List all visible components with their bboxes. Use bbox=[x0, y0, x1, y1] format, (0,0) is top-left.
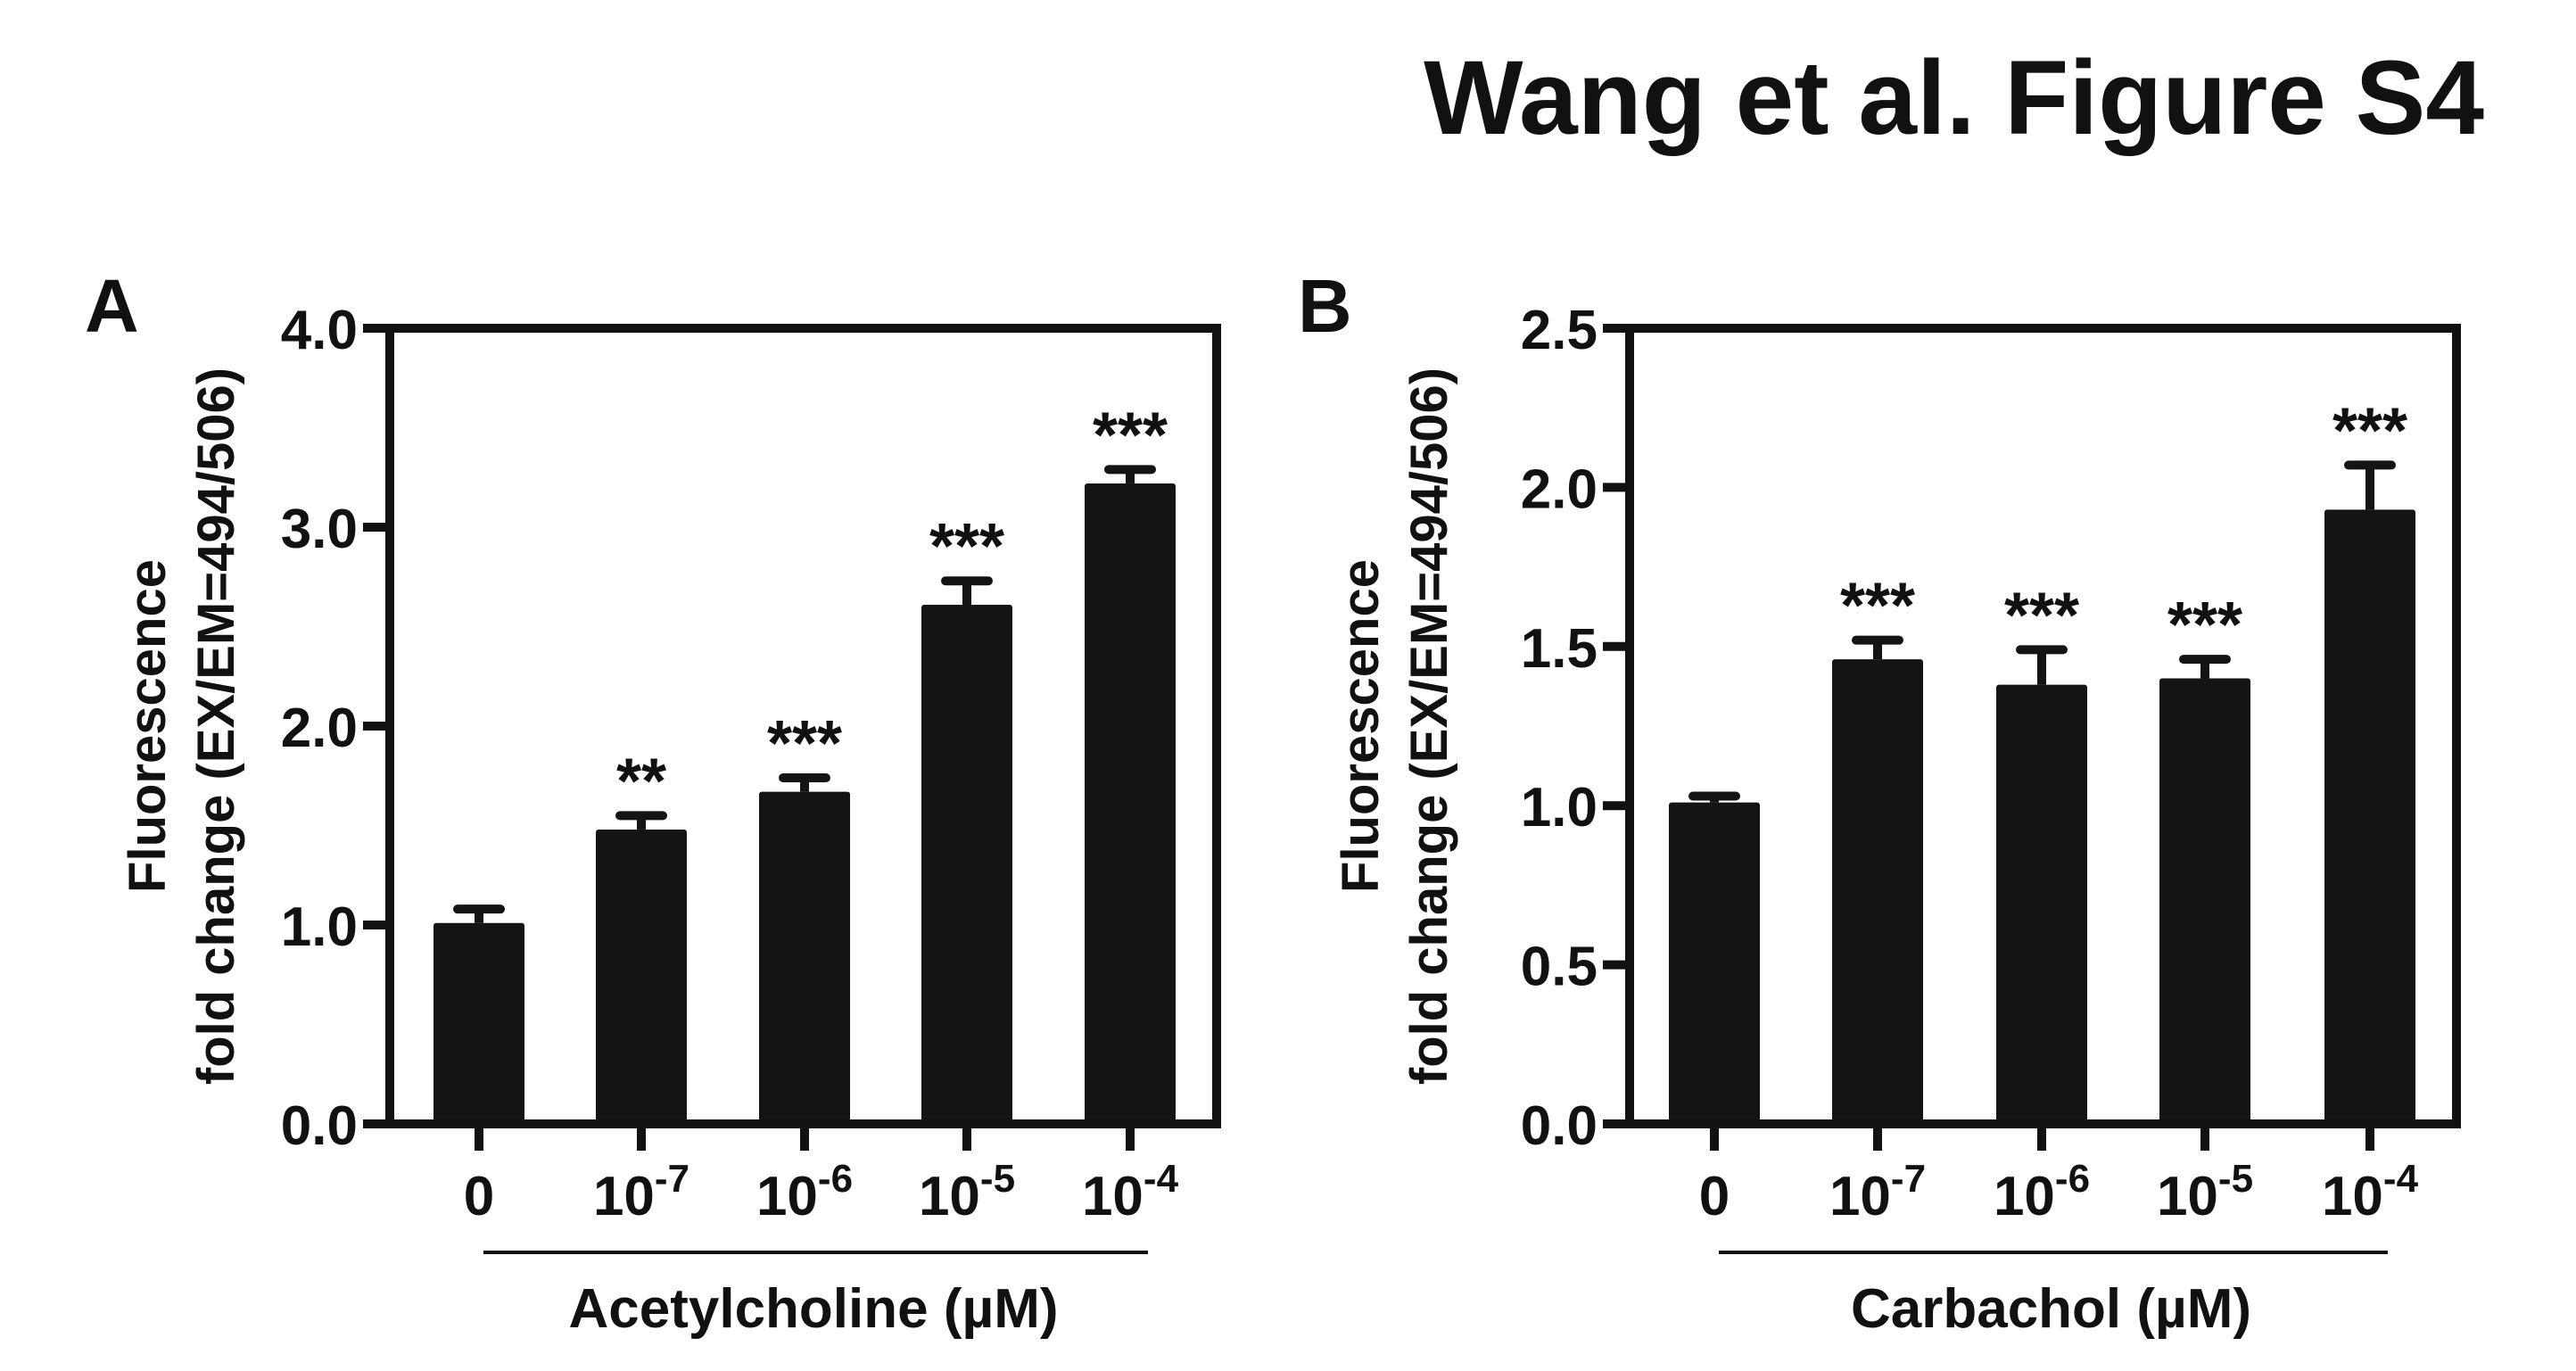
x-tick-base: 10 bbox=[2322, 1166, 2383, 1227]
x-tick-label: 10-5 bbox=[919, 1157, 1015, 1227]
significance-label: *** bbox=[767, 708, 842, 780]
x-tick-base: 10 bbox=[756, 1166, 818, 1227]
x-tick-base: 0 bbox=[1699, 1166, 1730, 1227]
x-tick-label: 10-6 bbox=[756, 1157, 853, 1227]
x-tick-exponent: -5 bbox=[2218, 1157, 2253, 1201]
y-axis-label: Fluorescence bbox=[1332, 559, 1390, 893]
x-tick-label: 10-7 bbox=[1829, 1157, 1926, 1227]
significance-label: *** bbox=[2332, 395, 2407, 467]
y-tick-label: 4.0 bbox=[281, 300, 358, 361]
y-axis-label: Fluorescence bbox=[119, 559, 177, 893]
y-tick-label: 2.0 bbox=[1521, 458, 1598, 520]
x-tick-label: 10-6 bbox=[1994, 1157, 2090, 1227]
y-tick-label: 3.0 bbox=[281, 499, 358, 560]
y-axis-label: fold change (EX/EM=494/506) bbox=[1400, 368, 1458, 1085]
x-tick-base: 10 bbox=[2157, 1166, 2218, 1227]
x-tick-label: 0 bbox=[1699, 1166, 1730, 1227]
chart-panel-A: A Fluorescence fold change (EX/EM=494/506)… bbox=[85, 264, 1221, 1340]
panel-label: B bbox=[1298, 264, 1352, 348]
x-tick-exponent: -5 bbox=[980, 1157, 1015, 1201]
plot-frame bbox=[390, 324, 1221, 1124]
x-tick-label: 10-4 bbox=[1082, 1157, 1179, 1227]
significance-label: *** bbox=[2167, 590, 2242, 661]
x-tick-base: 10 bbox=[1994, 1166, 2055, 1227]
y-axis-label: fold change (EX/EM=494/506) bbox=[187, 368, 245, 1085]
panel-label: A bbox=[85, 264, 139, 348]
significance-label: *** bbox=[1840, 571, 1915, 642]
x-tick-base: 0 bbox=[464, 1166, 494, 1227]
x-axis-label: Carbachol (µM) bbox=[1851, 1278, 2251, 1340]
significance-label: *** bbox=[1093, 400, 1168, 471]
x-axis-label: Acetylcholine (µM) bbox=[568, 1278, 1058, 1340]
bar bbox=[1996, 684, 2087, 1124]
bar bbox=[1669, 802, 1760, 1124]
significance-label: *** bbox=[2004, 580, 2079, 651]
x-tick-label: 10-5 bbox=[2157, 1157, 2253, 1227]
x-tick-base: 10 bbox=[919, 1166, 980, 1227]
bar bbox=[2159, 678, 2250, 1124]
x-tick-exponent: -7 bbox=[655, 1157, 689, 1201]
y-tick-label: 0.5 bbox=[1521, 937, 1598, 998]
y-tick-label: 1.0 bbox=[281, 896, 358, 958]
x-tick-exponent: -6 bbox=[2055, 1157, 2090, 1201]
bar bbox=[1085, 483, 1176, 1124]
bar bbox=[2324, 509, 2415, 1124]
y-tick-label: 2.5 bbox=[1521, 300, 1598, 361]
chart-panel-B: B Fluorescence fold change (EX/EM=494/506)… bbox=[1298, 264, 2461, 1340]
y-tick-label: 1.5 bbox=[1521, 618, 1598, 680]
significance-label: *** bbox=[929, 511, 1004, 582]
bar bbox=[1832, 659, 1923, 1124]
y-tick-label: 0.0 bbox=[281, 1095, 358, 1157]
y-tick-label: 0.0 bbox=[1521, 1095, 1598, 1157]
x-tick-label: 10-7 bbox=[593, 1157, 689, 1227]
y-tick-label: 1.0 bbox=[1521, 777, 1598, 838]
y-tick-label: 2.0 bbox=[281, 698, 358, 759]
bar bbox=[596, 829, 687, 1124]
x-tick-label: 10-4 bbox=[2322, 1157, 2419, 1227]
x-tick-label: 0 bbox=[464, 1166, 494, 1227]
x-tick-base: 10 bbox=[1082, 1166, 1144, 1227]
x-tick-exponent: -4 bbox=[2383, 1157, 2419, 1201]
bar bbox=[921, 604, 1012, 1124]
bar bbox=[433, 922, 524, 1124]
x-tick-base: 10 bbox=[593, 1166, 655, 1227]
plot-frame bbox=[1630, 324, 2461, 1124]
x-tick-base: 10 bbox=[1829, 1166, 1891, 1227]
bar bbox=[759, 791, 850, 1124]
x-tick-exponent: -4 bbox=[1144, 1157, 1179, 1201]
significance-label: ** bbox=[616, 746, 666, 817]
x-tick-exponent: -7 bbox=[1891, 1157, 1926, 1201]
x-tick-exponent: -6 bbox=[818, 1157, 853, 1201]
figure-title: Wang et al. Figure S4 bbox=[1424, 39, 2484, 157]
